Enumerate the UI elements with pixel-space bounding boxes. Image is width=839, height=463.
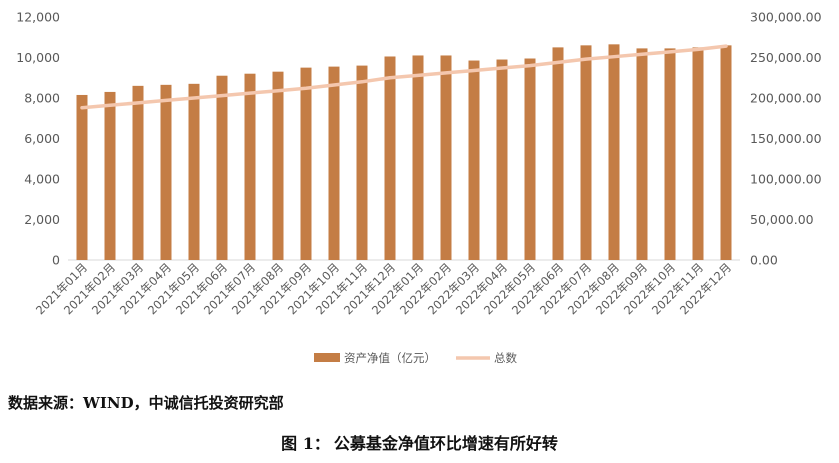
figure-caption: 图 1： 公募基金净值环比增速有所好转 <box>0 430 839 454</box>
bar <box>188 83 200 260</box>
y-left-tick-label: 4,000 <box>24 172 60 187</box>
bar <box>692 47 704 261</box>
bar <box>664 48 676 260</box>
y-right-tick-label: 150,000.00 <box>750 131 822 146</box>
legend-bar-swatch <box>314 353 340 362</box>
data-source-note: 数据来源：WIND，中诚信托投资研究部 <box>8 394 284 412</box>
bar <box>608 44 620 261</box>
bar <box>216 75 228 260</box>
y-right-tick-label: 50,000.00 <box>750 212 814 227</box>
bar <box>328 66 340 260</box>
bar <box>104 91 116 261</box>
y-right-tick-label: 200,000.00 <box>750 91 822 106</box>
bar <box>440 55 452 260</box>
y-right-tick-label: 100,000.00 <box>750 172 822 187</box>
line-series <box>80 44 728 110</box>
chart-axes: 0 2,000 4,000 6,000 8,000 10,000 12,000 0.00 50,… <box>16 10 821 268</box>
bar <box>636 48 648 260</box>
bar-series <box>76 44 732 261</box>
bar <box>524 58 536 261</box>
legend-line-label: 总数 <box>494 351 517 365</box>
bar <box>412 55 424 260</box>
bar <box>132 85 144 260</box>
y-right-tick-label: 250,000.00 <box>750 50 822 65</box>
y-right-tick-label: 0.00 <box>750 253 778 268</box>
bar <box>496 59 508 260</box>
bar <box>76 94 88 261</box>
y-right-tick-label: 300,000.00 <box>750 10 822 25</box>
caption-prefix: 图 1： <box>281 434 330 453</box>
y-left-tick-label: 12,000 <box>16 10 60 25</box>
y-left-tick-label: 8,000 <box>24 91 60 106</box>
bar <box>468 60 480 260</box>
bar <box>356 65 368 260</box>
bar <box>580 45 592 260</box>
bar <box>272 71 284 260</box>
caption-title: 公募基金净值环比增速有所好转 <box>333 434 558 453</box>
bar <box>160 84 172 260</box>
bar <box>552 47 564 261</box>
bar <box>384 56 396 260</box>
x-tick-labels: 2021年01月2021年02月2021年03月2021年04月2021年05月… <box>33 260 734 317</box>
y-left-tick-label: 6,000 <box>24 131 60 146</box>
bar <box>244 73 256 260</box>
bar <box>300 67 312 261</box>
y-left-tick-label: 10,000 <box>16 50 60 65</box>
y-left-tick-label: 0 <box>52 253 60 268</box>
chart: 0 2,000 4,000 6,000 8,000 10,000 12,000 0.00 50,… <box>16 10 821 366</box>
legend: 资产净值（亿元） 总数 <box>314 351 517 365</box>
y-left-tick-label: 2,000 <box>24 212 60 227</box>
legend-bar-label: 资产净值（亿元） <box>344 351 436 365</box>
bar <box>720 45 732 260</box>
line-total <box>80 44 728 110</box>
